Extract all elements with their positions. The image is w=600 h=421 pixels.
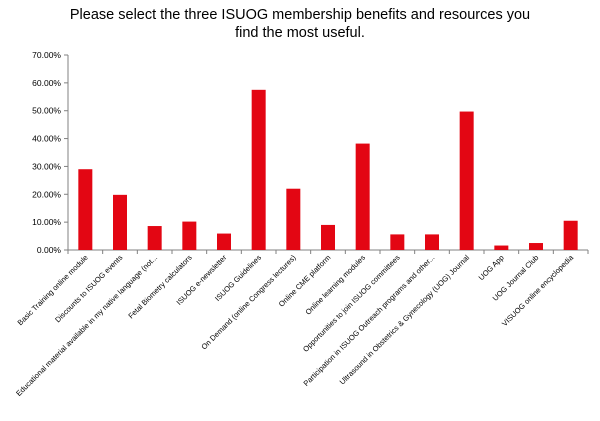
y-tick-label: 70.00% (32, 50, 61, 60)
bar (113, 194, 127, 250)
bar (321, 224, 335, 250)
bar (494, 245, 509, 250)
bar (251, 89, 266, 250)
y-tick-label: 0.00% (37, 245, 62, 255)
chart-title-line-1: Please select the three ISUOG membership… (69, 7, 531, 23)
bar (529, 243, 543, 250)
bar (459, 111, 474, 250)
category-label: Basic Training online module (16, 253, 90, 327)
bar (182, 221, 197, 250)
category-label: Online learning modules (304, 253, 368, 317)
bar (355, 143, 370, 250)
y-tick-label: 30.00% (32, 161, 61, 171)
category-label: Ultrasound in Obstetrics & Gynecology (U… (338, 253, 472, 387)
y-tick-label: 50.00% (32, 106, 61, 116)
bar (286, 188, 301, 250)
category-label: Discounts to ISUOG events (53, 253, 124, 324)
y-tick-label: 60.00% (32, 78, 61, 88)
bar (425, 234, 439, 250)
bar (147, 226, 162, 250)
y-tick-label: 10.00% (32, 217, 61, 227)
y-tick-label: 40.00% (32, 134, 61, 144)
chart-title: Please select the three ISUOG membership… (0, 6, 600, 42)
category-label: Participation in ISUOG Outreach programs… (302, 253, 437, 388)
bar (563, 220, 578, 250)
bar (217, 233, 231, 250)
category-label: UOG App (477, 253, 506, 282)
category-label: Fetal Biometry calculators (126, 253, 194, 321)
category-label: VISUOG online encyclopedia (500, 252, 576, 328)
y-tick-label: 20.00% (32, 189, 61, 199)
category-label: Educational material available in my nat… (14, 253, 159, 398)
chart-title-line-2: find the most useful. (235, 25, 365, 41)
bar (78, 169, 93, 250)
bar (390, 234, 405, 250)
